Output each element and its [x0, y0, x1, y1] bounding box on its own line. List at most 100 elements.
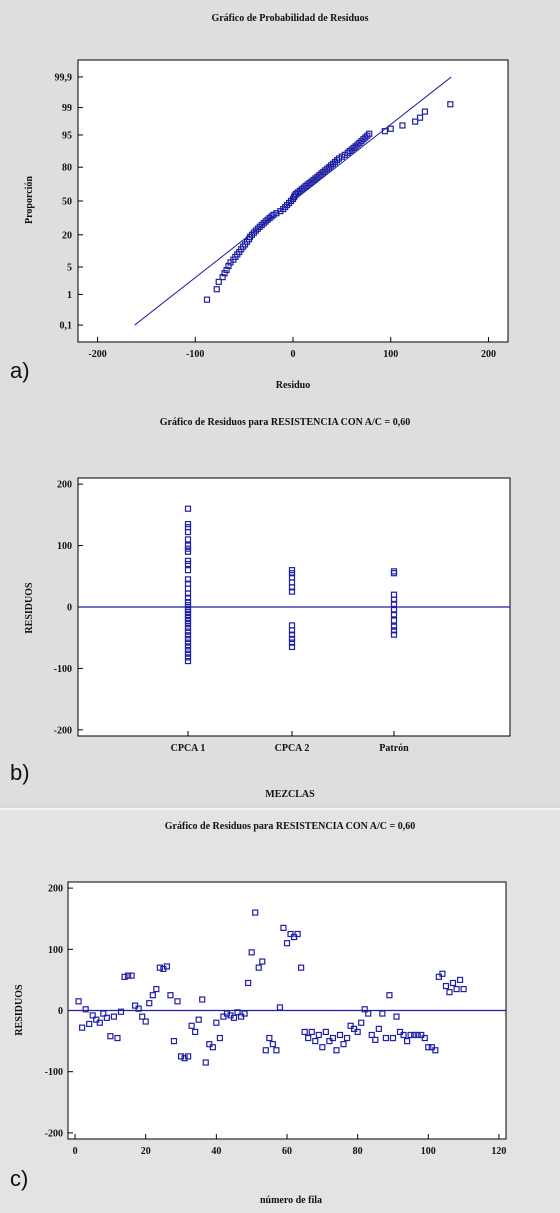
data-point-c — [343, 1034, 351, 1042]
data-point-c — [96, 1019, 103, 1026]
data-point-c — [195, 1016, 202, 1023]
data-point-b — [288, 584, 296, 591]
x-axis-label-c: número de fila — [260, 1195, 322, 1206]
y-tick-label-a: 50 — [62, 197, 72, 208]
data-point-c — [177, 1053, 185, 1060]
data-point-c — [283, 940, 291, 947]
y-axis-label-a: Proporción — [24, 176, 35, 224]
data-point-c — [139, 1013, 146, 1020]
data-point-c — [142, 1018, 149, 1025]
data-point-c — [75, 998, 82, 1005]
data-point-b — [184, 650, 192, 657]
data-point-a — [203, 296, 211, 303]
data-point-c — [110, 1013, 118, 1020]
data-point-c — [442, 982, 450, 990]
data-point-a — [421, 108, 429, 115]
panel-residuals-by-row: Gráfico de Residuos para RESISTENCIA CON… — [0, 808, 560, 1213]
data-point-c — [266, 1034, 273, 1042]
data-point-b — [288, 639, 296, 646]
residuals-by-row-svg: Gráfico de Residuos para RESISTENCIA CON… — [10, 821, 507, 1206]
data-point-c — [460, 985, 467, 993]
data-point-c — [170, 1037, 178, 1045]
data-point-c — [167, 992, 174, 999]
data-point-c — [269, 1041, 276, 1048]
data-point-c — [421, 1034, 428, 1042]
y-axis-label-b: RESIDUOS — [24, 582, 35, 634]
data-point-a — [213, 286, 220, 293]
chart-title-b: Gráfico de Residuos para RESISTENCIA CON… — [160, 417, 410, 428]
data-point-c — [361, 1006, 368, 1013]
data-point-c — [121, 973, 128, 980]
data-point-c — [336, 1031, 344, 1039]
data-point-b — [184, 528, 192, 536]
data-point-b — [184, 635, 192, 643]
data-point-c — [234, 1009, 241, 1016]
data-point-a — [366, 130, 373, 137]
data-point-c — [393, 1013, 400, 1020]
data-point-c — [107, 1033, 114, 1040]
data-point-c — [192, 1028, 199, 1036]
data-point-a — [399, 122, 406, 129]
data-point-c — [439, 970, 446, 977]
data-point-c — [315, 1031, 322, 1039]
data-point-c — [403, 1037, 411, 1045]
data-point-c — [252, 909, 259, 916]
data-point-c — [453, 985, 460, 993]
data-point-b — [390, 600, 398, 608]
data-point-c — [333, 1047, 340, 1054]
data-point-a — [387, 125, 394, 132]
data-point-b — [390, 617, 398, 624]
y-tick-label-a: 99,9 — [55, 72, 73, 83]
x-tick-label-c: 120 — [491, 1146, 506, 1157]
data-point-b — [184, 657, 192, 665]
data-point-c — [241, 1010, 248, 1017]
x-tick-label-a: 0 — [291, 349, 296, 360]
y-tick-label-a: 80 — [62, 163, 72, 174]
data-point-c — [411, 1031, 418, 1039]
data-point-c — [358, 1019, 365, 1026]
data-point-c — [216, 1034, 223, 1042]
data-point-c — [259, 958, 266, 965]
data-point-c — [248, 949, 255, 956]
data-point-c — [354, 1028, 361, 1036]
data-point-b — [184, 621, 192, 628]
y-tick-label-a: 0,1 — [60, 321, 73, 332]
y-tick-label-b: 200 — [57, 480, 72, 491]
category-label-b: CPCA 2 — [275, 743, 310, 754]
data-point-b — [390, 606, 398, 614]
data-point-c — [365, 1010, 372, 1017]
data-point-b — [288, 631, 296, 638]
data-point-b — [184, 654, 192, 661]
data-point-b — [184, 567, 192, 574]
data-point-c — [425, 1044, 432, 1051]
data-point-b — [184, 590, 192, 597]
y-tick-label-c: 0 — [58, 1006, 63, 1017]
data-point-c — [149, 992, 156, 999]
y-tick-label-c: -100 — [45, 1067, 63, 1078]
data-point-c — [329, 1034, 337, 1042]
data-point-b — [288, 588, 296, 595]
data-point-b — [288, 627, 296, 634]
data-point-b — [390, 611, 398, 618]
x-tick-label-c: 20 — [141, 1146, 151, 1157]
data-point-c — [312, 1037, 319, 1045]
x-tick-label-c: 100 — [421, 1146, 436, 1157]
data-point-b — [390, 627, 398, 634]
data-point-c — [82, 1006, 89, 1013]
data-point-c — [103, 1014, 110, 1021]
data-point-c — [319, 1044, 326, 1051]
x-tick-label-c: 80 — [353, 1146, 363, 1157]
data-point-c — [294, 930, 301, 938]
data-point-c — [181, 1055, 188, 1062]
y-tick-label-a: 5 — [67, 263, 72, 274]
data-point-c — [114, 1034, 121, 1042]
y-tick-label-c: 200 — [48, 884, 63, 895]
data-point-c — [174, 998, 181, 1005]
data-point-c — [322, 1028, 329, 1036]
data-point-b — [184, 624, 192, 631]
data-point-b — [390, 631, 398, 638]
data-point-c — [262, 1047, 269, 1054]
data-point-c — [128, 972, 135, 979]
data-point-a — [416, 114, 424, 121]
data-point-c — [100, 1010, 107, 1017]
